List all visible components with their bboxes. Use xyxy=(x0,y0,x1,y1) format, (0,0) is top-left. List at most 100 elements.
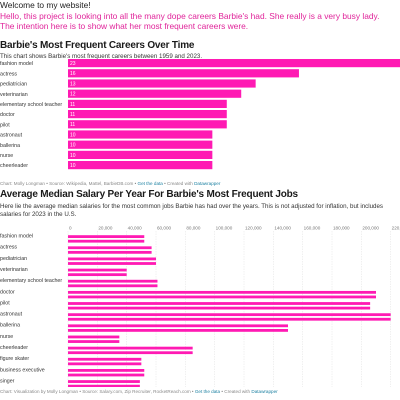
bar-value-label: 10 xyxy=(70,143,76,149)
chart2-credit: Chart: Visualization by Molly Longman xyxy=(0,389,79,394)
bar xyxy=(68,284,158,288)
bar xyxy=(68,313,391,317)
category-label: veterinarian xyxy=(0,92,28,98)
chart2-source: Source: Salary.com, Zip Recruiter, Rocke… xyxy=(82,389,191,394)
bar xyxy=(68,306,371,310)
bar-value-label: 16 xyxy=(70,71,76,77)
chart2-subtitle: Here lie the average median salaries for… xyxy=(0,203,384,218)
category-label: business executive xyxy=(0,367,45,373)
bar xyxy=(68,140,213,149)
bar xyxy=(68,369,145,372)
bar xyxy=(68,235,145,238)
bar xyxy=(68,362,142,366)
bar xyxy=(68,257,156,261)
bar-value-label: 12 xyxy=(70,92,76,98)
category-label: pilot xyxy=(0,122,10,128)
category-label: fashion model xyxy=(0,234,33,240)
bar xyxy=(68,317,391,321)
intro-text: Welcome to my website! Hello, this proje… xyxy=(0,0,400,32)
chart2-datawrapper-link[interactable]: Datawrapper xyxy=(251,389,278,394)
category-label: nurse xyxy=(0,334,13,340)
bar xyxy=(68,384,140,387)
chart1-get-data-link[interactable]: Get the data xyxy=(137,181,163,186)
category-label: elementary school teacher xyxy=(0,278,62,284)
bar xyxy=(68,380,140,383)
category-label: fashion model xyxy=(0,61,33,67)
bar xyxy=(68,268,127,272)
bar xyxy=(68,130,213,139)
x-tick-label: 80,000 xyxy=(186,226,200,231)
bar xyxy=(68,324,288,328)
chart1-footer: Chart: Molly Longman • Source: Wikipedia… xyxy=(0,181,221,186)
category-label: astronaut xyxy=(0,312,23,318)
category-label: ballerina xyxy=(0,323,20,329)
bar xyxy=(68,351,193,355)
category-label: figure skater xyxy=(0,356,29,362)
bar xyxy=(68,250,152,254)
category-label: actress xyxy=(0,245,17,251)
x-tick-label: 60,000 xyxy=(157,226,171,231)
bar xyxy=(68,262,156,265)
x-tick-label: 40,000 xyxy=(128,226,142,231)
bar xyxy=(68,340,120,343)
bar-value-label: 11 xyxy=(70,122,75,128)
category-label: veterinarian xyxy=(0,267,28,273)
bar-value-label: 11 xyxy=(70,102,75,108)
x-tick-label: 180,000 xyxy=(333,226,350,231)
chart2-created-with: Created with xyxy=(224,389,251,394)
x-tick-label: 160,000 xyxy=(304,226,321,231)
welcome-heading: Welcome to my website! xyxy=(0,0,91,10)
chart1-subtitle: This chart shows Barbie's most frequent … xyxy=(0,53,203,60)
chart1-created-with: Created with xyxy=(167,181,193,186)
category-label: doctor xyxy=(0,112,15,118)
bar xyxy=(68,99,227,108)
x-tick-label: 140,000 xyxy=(274,226,291,231)
category-label: nurse xyxy=(0,153,13,159)
x-tick-label: 100,000 xyxy=(216,226,233,231)
category-label: pediatrician xyxy=(0,256,27,262)
bar xyxy=(68,335,120,339)
category-label: pediatrician xyxy=(0,82,27,88)
bar xyxy=(68,79,256,88)
bar xyxy=(68,150,213,159)
careers-bar-chart: fashion model 23 actress 16 pediatrician 13 ve… xyxy=(0,59,400,170)
category-label: pilot xyxy=(0,300,10,306)
x-tick-label: 0 xyxy=(69,226,72,231)
bar xyxy=(68,273,127,277)
bar xyxy=(68,290,376,294)
category-label: ballerina xyxy=(0,143,20,149)
x-tick-label: 200,000 xyxy=(362,226,379,231)
bar-value-label: 13 xyxy=(70,81,76,87)
bar xyxy=(68,373,145,377)
category-label: singer xyxy=(0,378,15,384)
salary-bar-chart: 0 20,000 40,000 60,000 80,000 100,000 120,000 1… xyxy=(0,226,400,387)
bar xyxy=(68,295,376,299)
category-label: elementary school teacher xyxy=(0,102,62,108)
intro-paragraph: Hello, this project is looking into all … xyxy=(0,10,380,32)
bar xyxy=(68,59,400,68)
chart1-datawrapper-link[interactable]: Datawrapper xyxy=(194,181,221,186)
x-tick-label: 220,000 xyxy=(392,226,400,231)
bar xyxy=(68,239,145,243)
chart2-title: Average Median Salary Per Year For Barbi… xyxy=(0,189,298,200)
bar xyxy=(68,120,227,129)
bar xyxy=(68,302,371,305)
bar xyxy=(68,89,242,98)
bar xyxy=(68,110,227,119)
chart1-credit: Chart: Molly Longman xyxy=(0,181,45,186)
chart2-get-data-link[interactable]: Get the data xyxy=(194,389,221,394)
bar xyxy=(68,346,193,350)
category-label: actress xyxy=(0,71,17,77)
bar-value-label: 11 xyxy=(70,112,75,118)
bar xyxy=(68,69,299,78)
bar-value-label: 10 xyxy=(70,132,76,138)
category-label: cheerleader xyxy=(0,345,28,351)
chart1-source: Source: Wikipedia, Mattel, BarbieDB.com xyxy=(49,181,134,186)
bar xyxy=(68,161,213,170)
x-tick-label: 120,000 xyxy=(245,226,262,231)
bar xyxy=(68,279,158,283)
bar-value-label: 10 xyxy=(70,153,76,159)
category-label: astronaut xyxy=(0,133,23,139)
category-label: cheerleader xyxy=(0,163,28,169)
category-label: doctor xyxy=(0,289,15,295)
